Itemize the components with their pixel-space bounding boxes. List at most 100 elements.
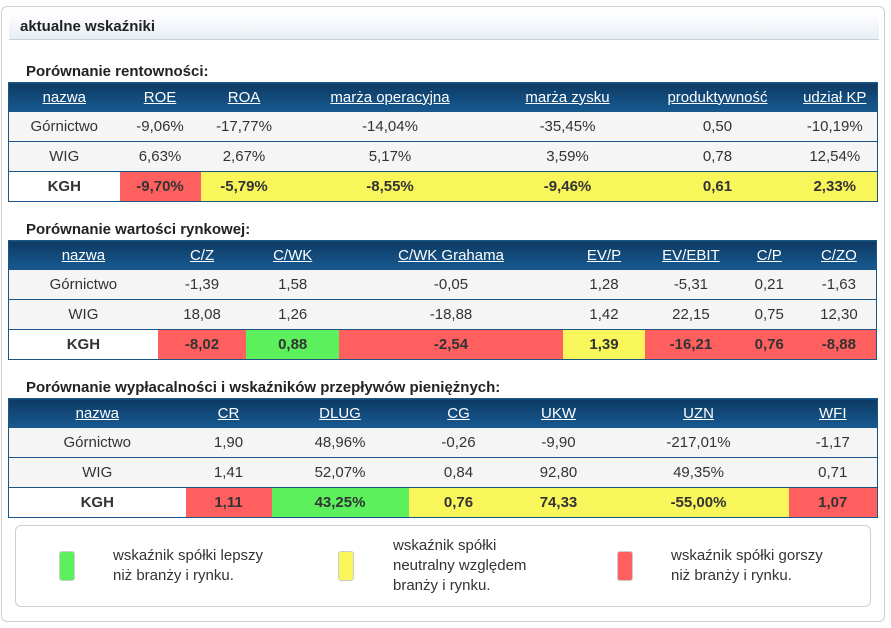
row-name-cell: KGH: [8, 171, 120, 202]
value-cell: 52,07%: [271, 457, 409, 488]
value-cell: -217,01%: [608, 427, 789, 458]
value-cell: 74,33: [508, 487, 609, 518]
row-name-cell: WIG: [8, 141, 120, 172]
legend-better-line2: niż branży i rynku.: [113, 567, 234, 584]
column-header: C/Z: [157, 240, 247, 270]
column-header: C/ZO: [801, 240, 877, 270]
column-header: C/WK: [246, 240, 340, 270]
value-cell: 22,15: [645, 299, 737, 330]
column-header: ROA: [200, 82, 288, 112]
sort-link-ev-p[interactable]: EV/P: [586, 246, 622, 264]
sort-link-nazwa[interactable]: nazwa: [61, 246, 106, 264]
column-header: ROE: [119, 82, 201, 112]
value-cell: 0,75: [736, 299, 802, 330]
panel-title: aktualne wskaźniki: [9, 13, 879, 40]
value-cell: 0,61: [642, 171, 793, 202]
sort-link-dlug[interactable]: DLUG: [319, 404, 361, 422]
header-row: nazwa CR DLUG CG UKW UZN WFI: [8, 398, 878, 428]
value-cell: 1,39: [562, 329, 646, 360]
column-header: nazwa: [8, 240, 158, 270]
sort-link-nazwa[interactable]: nazwa: [75, 404, 119, 422]
column-header: EV/P: [562, 240, 646, 270]
sort-link-nazwa[interactable]: nazwa: [42, 88, 86, 106]
column-header: produktywność: [642, 82, 793, 112]
value-cell: 92,80: [508, 457, 609, 488]
value-cell: 1,11: [185, 487, 272, 518]
header-row: nazwa C/Z C/WK C/WK Grahama EV/P EV/EBIT C/P C/…: [8, 240, 877, 270]
sort-link-cg[interactable]: CG: [447, 404, 470, 422]
sort-link-ukw[interactable]: UKW: [541, 404, 576, 422]
column-header: UZN: [608, 398, 789, 428]
sort-link-ev-ebit[interactable]: EV/EBIT: [662, 246, 720, 264]
value-cell: -9,46%: [492, 171, 643, 202]
column-header: UKW: [508, 398, 609, 428]
value-cell: 12,30: [801, 299, 877, 330]
sort-link-c-zo[interactable]: C/ZO: [820, 246, 857, 264]
value-cell: 5,17%: [287, 141, 493, 172]
value-cell: -17,77%: [200, 111, 288, 142]
value-cell: -1,17: [788, 427, 878, 458]
value-cell: -5,31: [645, 269, 737, 300]
table-row: WIG 1,41 52,07% 0,84 92,80 49,35% 0,71: [8, 457, 878, 488]
column-header: marża operacyjna: [287, 82, 493, 112]
value-cell: 0,21: [736, 269, 802, 300]
sort-link-c-p[interactable]: C/P: [756, 246, 782, 264]
column-header: udział KP: [792, 82, 878, 112]
solvency-title: Porównanie wypłacalności i wskaźników pr…: [26, 379, 501, 396]
column-header: EV/EBIT: [645, 240, 737, 270]
sort-link-roe[interactable]: ROE: [143, 88, 177, 106]
sort-link-marża-zysku[interactable]: marża zysku: [525, 88, 610, 106]
row-name-cell: KGH: [8, 329, 158, 360]
value-cell: 0,76: [736, 329, 802, 360]
sort-link-c-z[interactable]: C/Z: [189, 246, 215, 264]
column-header: CG: [408, 398, 509, 428]
table-row: Górnictwo 1,90 48,96% -0,26 -9,90 -217,01% -1,…: [8, 427, 878, 458]
value-cell: 48,96%: [271, 427, 409, 458]
sort-link-roa[interactable]: ROA: [227, 88, 261, 106]
sort-link-wfi[interactable]: WFI: [819, 404, 847, 422]
value-cell: 0,84: [408, 457, 509, 488]
value-cell: 0,50: [642, 111, 793, 142]
legend-worse-line2: niż branży i rynku.: [671, 567, 792, 584]
column-header: marża zysku: [492, 82, 643, 112]
sort-link-uzn[interactable]: UZN: [683, 404, 714, 422]
sort-link-marża-operacyjna[interactable]: marża operacyjna: [330, 88, 450, 106]
sort-link-c-wk-grahama[interactable]: C/WK Grahama: [398, 246, 504, 264]
value-cell: -35,45%: [492, 111, 643, 142]
value-cell: -0,05: [339, 269, 563, 300]
value-cell: -9,90: [508, 427, 609, 458]
row-name-cell: KGH: [8, 487, 186, 518]
profitability-table: nazwa ROE ROA marża operacyjna marża zysku pr…: [8, 82, 878, 202]
table-row: WIG 18,08 1,26 -18,88 1,42 22,15 0,75 12,30: [8, 299, 877, 330]
solvency-table: nazwa CR DLUG CG UKW UZN WFI Górnictwo 1,90 48,96…: [8, 398, 878, 518]
row-name-cell: WIG: [8, 457, 186, 488]
row-name-cell: Górnictwo: [8, 111, 120, 142]
column-header: DLUG: [271, 398, 409, 428]
legend-better-line1: wskaźnik spółki lepszy: [113, 547, 264, 564]
value-cell: 1,42: [562, 299, 646, 330]
legend-item-neutral: wskaźnik spółki neutralny względem branż…: [296, 526, 576, 606]
market-value-table: nazwa C/Z C/WK C/WK Grahama EV/P EV/EBIT C/P C/…: [8, 240, 877, 360]
row-name-cell: Górnictwo: [8, 269, 158, 300]
value-cell: -9,70%: [119, 171, 201, 202]
value-cell: 18,08: [157, 299, 247, 330]
value-cell: 3,59%: [492, 141, 643, 172]
value-cell: -1,63: [801, 269, 877, 300]
worse-swatch-icon: [617, 551, 633, 581]
sort-link-cr[interactable]: CR: [217, 404, 240, 422]
sort-link-c-wk[interactable]: C/WK: [273, 246, 313, 264]
market-value-title: Porównanie wartości rynkowej:: [26, 221, 251, 238]
sort-link-udział-kp[interactable]: udział KP: [803, 88, 867, 106]
value-cell: 1,28: [562, 269, 646, 300]
table-row: Górnictwo -9,06% -17,77% -14,04% -35,45% 0,50…: [8, 111, 878, 142]
value-cell: 0,76: [408, 487, 509, 518]
value-cell: -9,06%: [119, 111, 201, 142]
sort-link-produktywność[interactable]: produktywność: [667, 88, 768, 106]
table-row: KGH 1,11 43,25% 0,76 74,33 -55,00% 1,07: [8, 487, 878, 518]
legend-neutral-line2: neutralny względem: [393, 557, 527, 574]
value-cell: -5,79%: [200, 171, 288, 202]
legend-worse-line1: wskaźnik spółki gorszy: [671, 547, 823, 564]
legend-neutral-line1: wskaźnik spółki: [393, 537, 497, 554]
value-cell: -8,02: [157, 329, 247, 360]
column-header: C/WK Grahama: [339, 240, 563, 270]
